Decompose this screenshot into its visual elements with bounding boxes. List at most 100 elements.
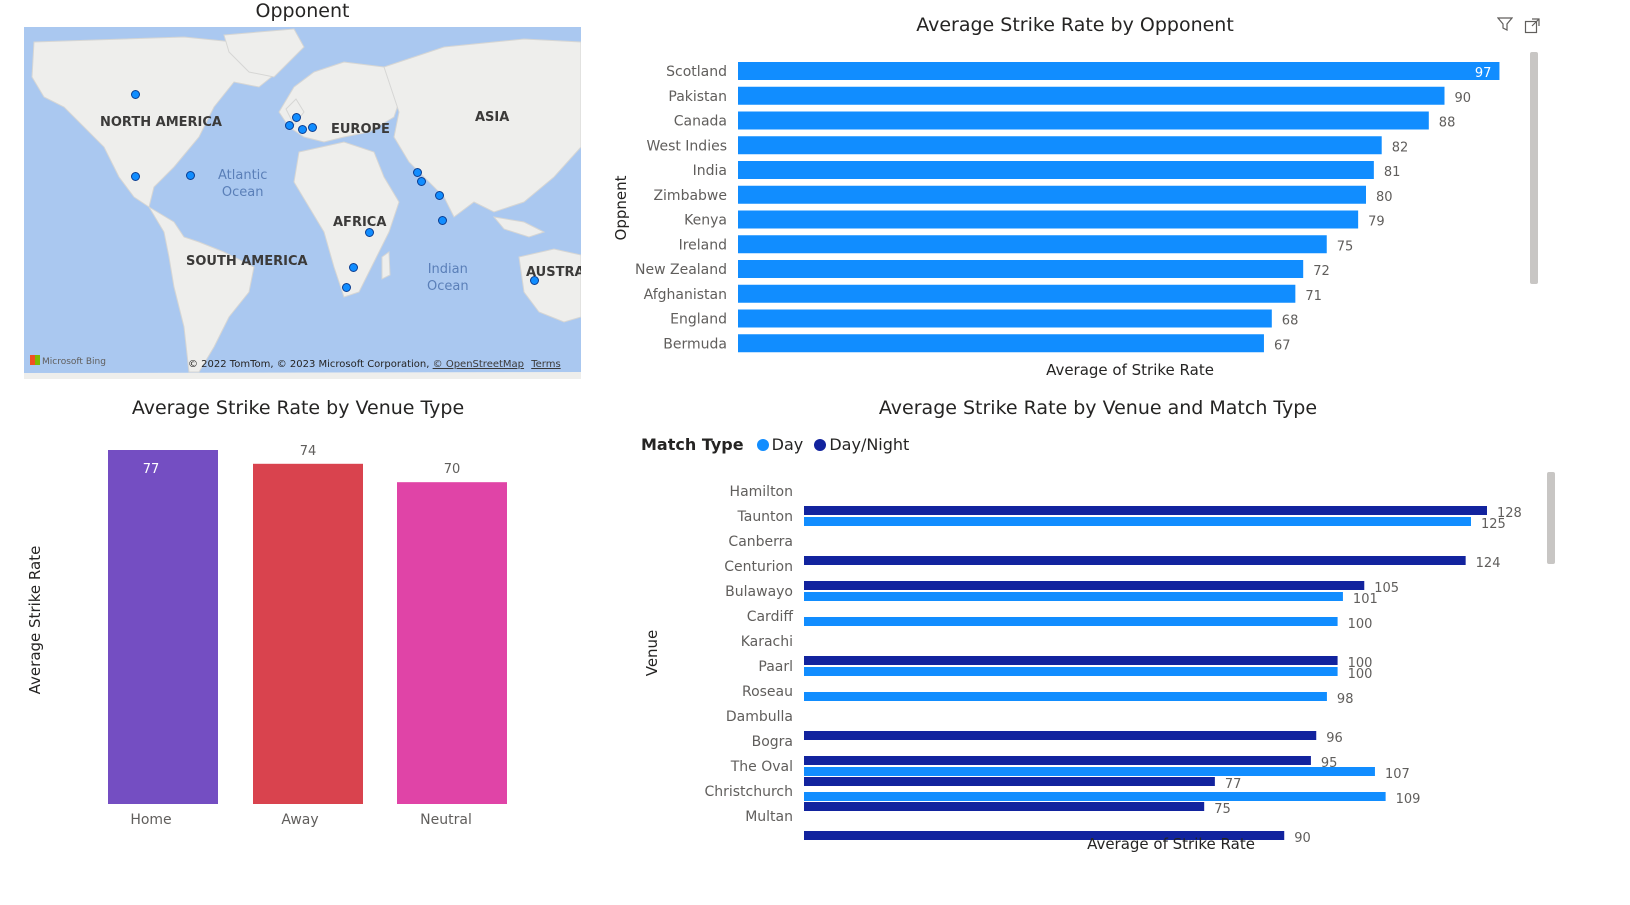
map-marker[interactable] <box>438 216 447 225</box>
map-label-europe: EUROPE <box>331 122 390 137</box>
map-title: Opponent <box>255 0 350 22</box>
day-bar[interactable] <box>804 767 1375 776</box>
opponent-bar-chart[interactable]: Scotland 97 Pakistan 90 Canada 88 West Indies 8… <box>600 50 1535 385</box>
venue-data-label: 101 <box>1353 592 1378 607</box>
venue-chart-scrollbar[interactable] <box>1547 472 1555 564</box>
atlantic-line-1: Atlantic <box>218 168 268 183</box>
map-marker[interactable] <box>131 172 140 181</box>
opponent-data-label: 88 <box>1439 116 1456 131</box>
opponent-bar[interactable] <box>738 260 1304 278</box>
day-bar[interactable] <box>804 692 1327 701</box>
opponent-bar[interactable] <box>738 161 1374 179</box>
venue-type-bar[interactable] <box>397 482 507 804</box>
map-marker[interactable] <box>292 113 301 122</box>
venue-data-label: 90 <box>1294 831 1311 846</box>
map-marker[interactable] <box>308 123 317 132</box>
venue-tick-label: Dambulla <box>726 709 793 725</box>
map-marker[interactable] <box>131 90 140 99</box>
opponent-data-label: 81 <box>1384 165 1401 180</box>
opponent-data-label: 97 <box>1475 66 1492 81</box>
map-marker[interactable] <box>530 276 539 285</box>
map-marker[interactable] <box>417 177 426 186</box>
bing-logo: Microsoft Bing <box>30 355 106 367</box>
opponent-tick-label: Canada <box>674 114 727 130</box>
venue-data-label: 98 <box>1337 692 1354 707</box>
venue-type-bar[interactable] <box>253 463 363 804</box>
map-marker[interactable] <box>349 263 358 272</box>
venue-x-axis-title: Average of Strike Rate <box>1087 835 1255 853</box>
map-label-indian: Indian Ocean <box>427 261 469 295</box>
daynight-bar[interactable] <box>804 731 1317 740</box>
opponent-bar[interactable] <box>738 62 1500 80</box>
venue-data-label: 109 <box>1396 792 1421 807</box>
indian-line-2: Ocean <box>427 279 469 294</box>
venue-match-chart-title: Average Strike Rate by Venue and Match T… <box>878 397 1318 419</box>
terms-link[interactable]: Terms <box>531 359 561 370</box>
opponent-bar[interactable] <box>738 136 1382 155</box>
day-bar[interactable] <box>804 792 1386 801</box>
venue-data-label: 100 <box>1348 667 1373 682</box>
daynight-bar[interactable] <box>804 656 1338 665</box>
focus-mode-icon[interactable] <box>1524 18 1540 38</box>
opponent-data-label: 72 <box>1313 264 1330 279</box>
venue-type-data-label: 77 <box>143 462 160 477</box>
map-label-atlantic: Atlantic Ocean <box>218 167 267 201</box>
venue-tick-label: Hamilton <box>730 484 793 500</box>
opponent-bar[interactable] <box>738 235 1327 254</box>
venue-type-data-label: 74 <box>300 444 317 459</box>
opponent-bar[interactable] <box>738 210 1359 229</box>
opponent-bar[interactable] <box>738 111 1429 130</box>
venue-data-label: 107 <box>1385 767 1410 782</box>
map-marker[interactable] <box>435 191 444 200</box>
venue-match-bar-chart[interactable]: Hamilton 128 Taunton 125 Canberra 124 Centurio… <box>630 475 1540 860</box>
opponent-chart-scrollbar[interactable] <box>1530 52 1538 284</box>
opponent-tick-label: Scotland <box>666 64 727 80</box>
legend-item-day[interactable]: Day <box>756 435 803 454</box>
venue-data-label: 77 <box>1225 777 1242 792</box>
daynight-bar[interactable] <box>804 802 1205 811</box>
opponent-tick-label: New Zealand <box>635 262 727 278</box>
map-attribution: © 2022 TomTom, © 2023 Microsoft Corporat… <box>188 359 561 370</box>
map-marker[interactable] <box>285 121 294 130</box>
map-label-asia: ASIA <box>475 110 510 125</box>
venue-tick-label: Bulawayo <box>725 584 793 600</box>
venue-type-tick-label: Home <box>130 812 171 828</box>
day-bar[interactable] <box>804 667 1338 676</box>
venue-type-bar-chart[interactable]: 77 Home 74 Away 70 Neutral Average Strike Rate <box>20 430 560 840</box>
daynight-bar[interactable] <box>804 831 1285 840</box>
day-bar[interactable] <box>804 617 1338 626</box>
venue-type-chart-title: Average Strike Rate by Venue Type <box>131 397 465 419</box>
daynight-bar[interactable] <box>804 556 1466 565</box>
opponent-chart-title: Average Strike Rate by Opponent <box>916 14 1234 36</box>
opponent-x-axis-title: Average of Strike Rate <box>1046 361 1214 379</box>
opponent-bar[interactable] <box>738 309 1272 328</box>
daynight-bar[interactable] <box>804 756 1311 765</box>
daynight-bar[interactable] <box>804 777 1215 786</box>
opponent-bar[interactable] <box>738 86 1445 105</box>
daynight-bar[interactable] <box>804 506 1487 515</box>
opponent-bar[interactable] <box>738 185 1366 204</box>
map-marker[interactable] <box>413 168 422 177</box>
opponent-bar[interactable] <box>738 284 1296 303</box>
map-marker[interactable] <box>186 171 195 180</box>
legend-item-daynight[interactable]: Day/Night <box>814 435 909 454</box>
map-marker[interactable] <box>342 283 351 292</box>
venue-type-data-label: 70 <box>444 462 461 477</box>
venue-tick-label: Centurion <box>724 559 793 575</box>
opponent-bar[interactable] <box>738 334 1264 353</box>
filter-icon[interactable] <box>1496 16 1514 36</box>
opponent-map[interactable]: NORTH AMERICA EUROPE ASIA AFRICA SOUTH A… <box>24 27 581 379</box>
opponent-tick-label: West Indies <box>646 138 727 154</box>
opponent-tick-label: India <box>693 163 727 179</box>
day-bar[interactable] <box>804 517 1471 526</box>
daynight-bar[interactable] <box>804 581 1365 590</box>
osm-link[interactable]: © OpenStreetMap <box>432 359 525 370</box>
map-marker[interactable] <box>298 125 307 134</box>
map-label-south-america: SOUTH AMERICA <box>186 254 308 269</box>
opponent-tick-label: Bermuda <box>663 336 727 352</box>
map-marker[interactable] <box>365 228 374 237</box>
atlantic-line-2: Ocean <box>221 185 264 200</box>
venue-type-bar[interactable] <box>108 450 218 804</box>
indian-line-1: Indian <box>427 262 468 277</box>
day-bar[interactable] <box>804 592 1343 601</box>
